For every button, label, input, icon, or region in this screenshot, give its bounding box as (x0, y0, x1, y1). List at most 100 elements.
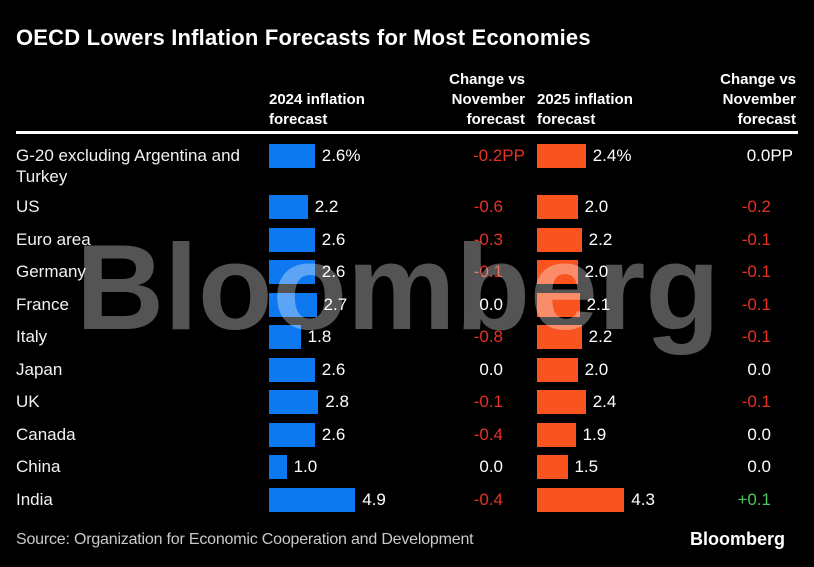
bar-2025 (537, 260, 578, 284)
column-header-line: Change vs (449, 71, 525, 88)
row-label-line: Italy (16, 327, 48, 346)
row-label-line: Germany (16, 262, 86, 281)
bar-2025 (537, 390, 586, 414)
bar-2024-value: 2.6% (321, 146, 361, 165)
change-2025: -0.2 (741, 197, 771, 216)
change-2025: -0.1 (741, 392, 771, 411)
change-2024: -0.1 (473, 392, 503, 411)
change-2025: -0.1 (741, 327, 771, 346)
row-label-line: US (16, 197, 40, 216)
change-2025: 0.0PP (746, 146, 793, 165)
change-2025: 0.0 (747, 359, 771, 379)
bar-2024 (269, 195, 308, 219)
column-header-line: November (451, 91, 525, 108)
row-label: Germany (16, 261, 264, 282)
row-label-line: G-20 excluding Argentina and (16, 146, 240, 165)
row-label-line: Canada (16, 424, 76, 444)
bar-2024 (269, 422, 315, 447)
row-label: Canada (16, 424, 264, 445)
column-header-2025-forecast: 2025 inflation forecast (537, 90, 633, 130)
bar-2025-value: 2.2 (588, 229, 613, 249)
bar-2024-value: 1.8 (307, 327, 332, 346)
bar-2024 (269, 292, 317, 317)
change-2024: -0.4 (473, 489, 503, 509)
column-header-line: forecast (537, 111, 596, 128)
bar-2025-value: 1.5 (574, 457, 599, 476)
row-label-line: Japan (16, 359, 63, 379)
bar-2024-value: 2.6 (321, 424, 346, 444)
table-row: Japan 2.6 0.0 2.0 0.0 (0, 354, 814, 387)
change-2025: 0.0 (747, 457, 771, 476)
bar-2024 (269, 227, 315, 252)
bar-2025-value: 2.0 (584, 359, 609, 379)
column-header-line: November (722, 91, 796, 108)
bar-2024 (269, 325, 301, 349)
bar-2025-value: 2.1 (586, 294, 611, 314)
bar-2024-value: 2.6 (321, 262, 346, 281)
change-2024: 0.0 (479, 294, 503, 314)
table-row: Euro area 2.6 -0.3 2.2 -0.1 (0, 224, 814, 257)
bar-2024-value: 2.7 (323, 294, 348, 314)
row-label: France (16, 294, 264, 315)
row-label: US (16, 196, 264, 217)
row-label: G-20 excluding Argentina and Turkey (16, 145, 264, 187)
change-2024: 0.0 (479, 359, 503, 379)
bar-2024-value: 2.8 (325, 392, 349, 411)
column-header-line: 2025 inflation (537, 91, 633, 108)
change-2025: 0.0 (747, 424, 771, 444)
change-2025: +0.1 (737, 489, 771, 509)
bar-2024-value: 2.2 (314, 197, 339, 216)
row-label: Japan (16, 359, 264, 380)
row-label-line: China (16, 457, 61, 476)
bar-2024 (269, 455, 287, 479)
bar-2025 (537, 455, 568, 479)
bar-2025 (537, 144, 586, 168)
bar-2024 (269, 390, 319, 414)
table-row: India 4.9 -0.4 4.3 +0.1 (0, 484, 814, 517)
column-header-line: forecast (269, 111, 328, 128)
column-header-2024-forecast: 2024 inflation forecast (269, 90, 365, 130)
row-label: India (16, 489, 264, 510)
column-header-change-2024: Change vs November forecast (449, 70, 525, 130)
row-label-line: India (16, 489, 53, 509)
bar-2025 (537, 487, 625, 512)
bar-2025-value: 2.4% (592, 146, 632, 165)
change-2025: -0.1 (741, 262, 771, 281)
table-row: Italy 1.8 -0.8 2.2 -0.1 (0, 321, 814, 354)
column-header-change-2025: Change vs November forecast (720, 70, 796, 130)
bar-2024 (269, 144, 315, 168)
bar-2025-value: 2.4 (592, 392, 617, 411)
bar-2025 (537, 422, 576, 447)
row-label-line: Turkey (16, 167, 68, 186)
bar-2025-value: 2.0 (584, 197, 609, 216)
bar-2024-value: 2.6 (321, 229, 346, 249)
bar-2025 (537, 357, 578, 382)
bar-2025 (537, 292, 580, 317)
bar-2025 (537, 227, 582, 252)
table-row: US 2.2 -0.6 2.0 -0.2 (0, 191, 814, 224)
row-label: China (16, 456, 264, 477)
column-header-line: 2024 inflation (269, 91, 365, 108)
bar-2024-value: 4.9 (362, 489, 386, 509)
row-label: Euro area (16, 229, 264, 250)
header-divider-rule (16, 131, 798, 134)
table-row: Canada 2.6 -0.4 1.9 0.0 (0, 419, 814, 452)
bar-2024 (269, 260, 315, 284)
column-header-line: forecast (737, 111, 796, 128)
change-2024: -0.2PP (473, 146, 525, 165)
source-note: Source: Organization for Economic Cooper… (16, 531, 474, 548)
bar-2025-value: 1.9 (582, 424, 607, 444)
bar-2025-value: 4.3 (631, 489, 655, 509)
bar-2024 (269, 357, 315, 382)
row-label-line: France (16, 294, 69, 314)
bar-2025 (537, 195, 578, 219)
change-2025: -0.1 (741, 229, 771, 249)
table-row: UK 2.8 -0.1 2.4 -0.1 (0, 386, 814, 419)
table-row: China 1.0 0.0 1.5 0.0 (0, 451, 814, 484)
change-2025: -0.1 (741, 294, 771, 314)
change-2024: -0.6 (473, 197, 503, 216)
change-2024: -0.4 (473, 424, 503, 444)
bar-2024 (269, 487, 356, 512)
row-label-line: UK (16, 392, 40, 411)
